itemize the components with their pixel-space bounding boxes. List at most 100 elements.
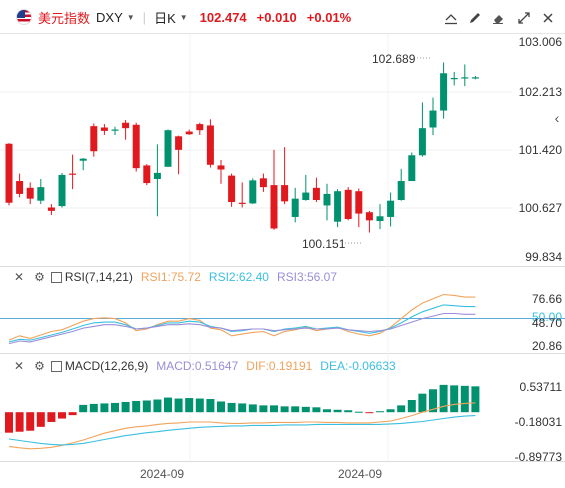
candle-body [111,129,119,131]
rsi-title: RSI(7,14,21) [64,270,133,284]
expand-icon [518,12,530,24]
macd-title: MACD(12,26,9) [64,359,149,373]
macd-histogram-bar [100,403,109,413]
macd-histogram-bar [217,401,225,413]
rsi-line-rsi2 [8,304,476,343]
price-change-pct: +0.01% [306,9,352,25]
candle-body [365,212,373,221]
caret-down-icon: ▼ [179,12,188,22]
eraser-button[interactable] [488,8,508,28]
date-axis-label: 2024-09 [338,467,383,481]
rsi-line-rsi1 [8,293,476,341]
expand-button[interactable] [514,8,534,28]
macd-histogram-bar [333,409,342,413]
candle-body [122,122,130,129]
candle-body [132,124,140,169]
candle-body [164,130,172,167]
macd-histogram-bar [291,406,300,413]
rsi-ref-label: 50.00 [531,310,562,324]
candle-body [429,110,437,128]
rsi-line-rsi3 [8,312,476,345]
macd-histogram-bar [248,404,257,413]
candle-body [291,198,299,217]
settings-gear-icon[interactable]: ⚙ [34,359,45,373]
rsi3-value: RSI3:56.07 [276,270,338,284]
macd-histogram-bar [418,393,427,413]
macd-histogram-bar [164,397,172,413]
macd-histogram-bar [185,398,194,413]
candle-body [196,124,204,131]
candle-body [69,173,77,175]
macd-histogram-bar [174,398,183,413]
macd-histogram-bar [323,409,331,413]
candle-body [249,180,257,204]
collapse-panel-button[interactable]: ‹ [549,110,565,128]
rsi-header: ✕ ⚙ RSI(7,14,21) RSI1:75.72 RSI2:62.40 R… [14,270,337,284]
price-change: +0.010 [256,9,297,25]
macd-histogram-bar [227,402,236,413]
candle-body [302,192,310,201]
date-axis-label: 2024-09 [140,467,185,481]
macd-histogram-bar [280,406,289,413]
price-axis-label: 103.006 [518,35,562,49]
symbol-select[interactable]: DXY ▼ [96,10,135,25]
rsi-axis-label: 48.70 [531,316,562,330]
macd-histogram-bar [68,412,77,416]
macd-header: ✕ ⚙ MACD(12,26,9) MACD:0.51647 DIF:0.191… [14,359,396,373]
candle-body [217,165,225,170]
draw-pencil-button[interactable] [465,8,485,28]
candle-body [281,185,289,202]
macd-histogram-bar [47,412,56,422]
price-axis-label: 100.627 [518,201,562,215]
macd-histogram-bar [386,409,395,413]
candle-body [58,174,66,207]
candle-body [238,202,246,204]
price-axis-label: 102.213 [518,85,562,99]
pencil-icon [470,13,480,23]
macd-histogram-bar [153,399,162,413]
macd-histogram-bar [365,412,374,414]
rsi-axis-label: 76.66 [531,292,562,306]
dea-value: DEA:-0.06633 [320,359,396,373]
macd-histogram-bar [58,412,66,419]
settings-gear-icon[interactable]: ⚙ [34,270,45,284]
high-price-label: 102.689 [372,52,416,66]
candle-body [175,136,183,150]
close-indicator-icon[interactable]: ✕ [14,270,25,284]
symbol-bar: 美元指数 DXY ▼ | 日K ▼ 102.474 +0.010 +0.01% [16,8,351,26]
rsi-axis-label: 20.86 [531,339,562,353]
instrument-name: 美元指数 [38,10,91,26]
close-indicator-icon[interactable]: ✕ [14,359,25,373]
candle-body [408,155,416,182]
macd-histogram-bar [439,384,448,413]
candle-body [47,207,55,211]
draw-line-button[interactable] [441,8,461,28]
macd-histogram-bar [238,403,247,413]
close-icon [543,13,553,23]
candle-body [471,77,479,79]
macd-histogram-bar [132,400,141,413]
macd-histogram-bar [5,412,13,433]
macd-histogram-bar [397,405,406,413]
macd-histogram-bar [376,411,384,413]
macd-histogram-bar [142,400,151,413]
macd-histogram-bar [471,386,480,413]
candle-body [344,189,352,219]
period-select[interactable]: 日K ▼ [154,8,188,27]
toggle-checkbox-icon[interactable] [50,360,62,372]
us-flag-icon [16,9,32,25]
macd-histogram-bar [259,405,268,413]
candle-body [397,181,405,201]
candle-body [206,125,214,165]
close-button[interactable] [538,8,558,28]
candle-body [387,200,395,217]
macd-histogram-bar [121,401,130,413]
candle-body [270,185,278,229]
candle-body [16,181,24,194]
macd-dea-line [8,415,476,446]
macd-histogram-bar [460,385,469,413]
macd-dif-line [8,402,476,450]
candle-body [185,131,193,135]
toggle-checkbox-icon[interactable] [50,271,62,283]
